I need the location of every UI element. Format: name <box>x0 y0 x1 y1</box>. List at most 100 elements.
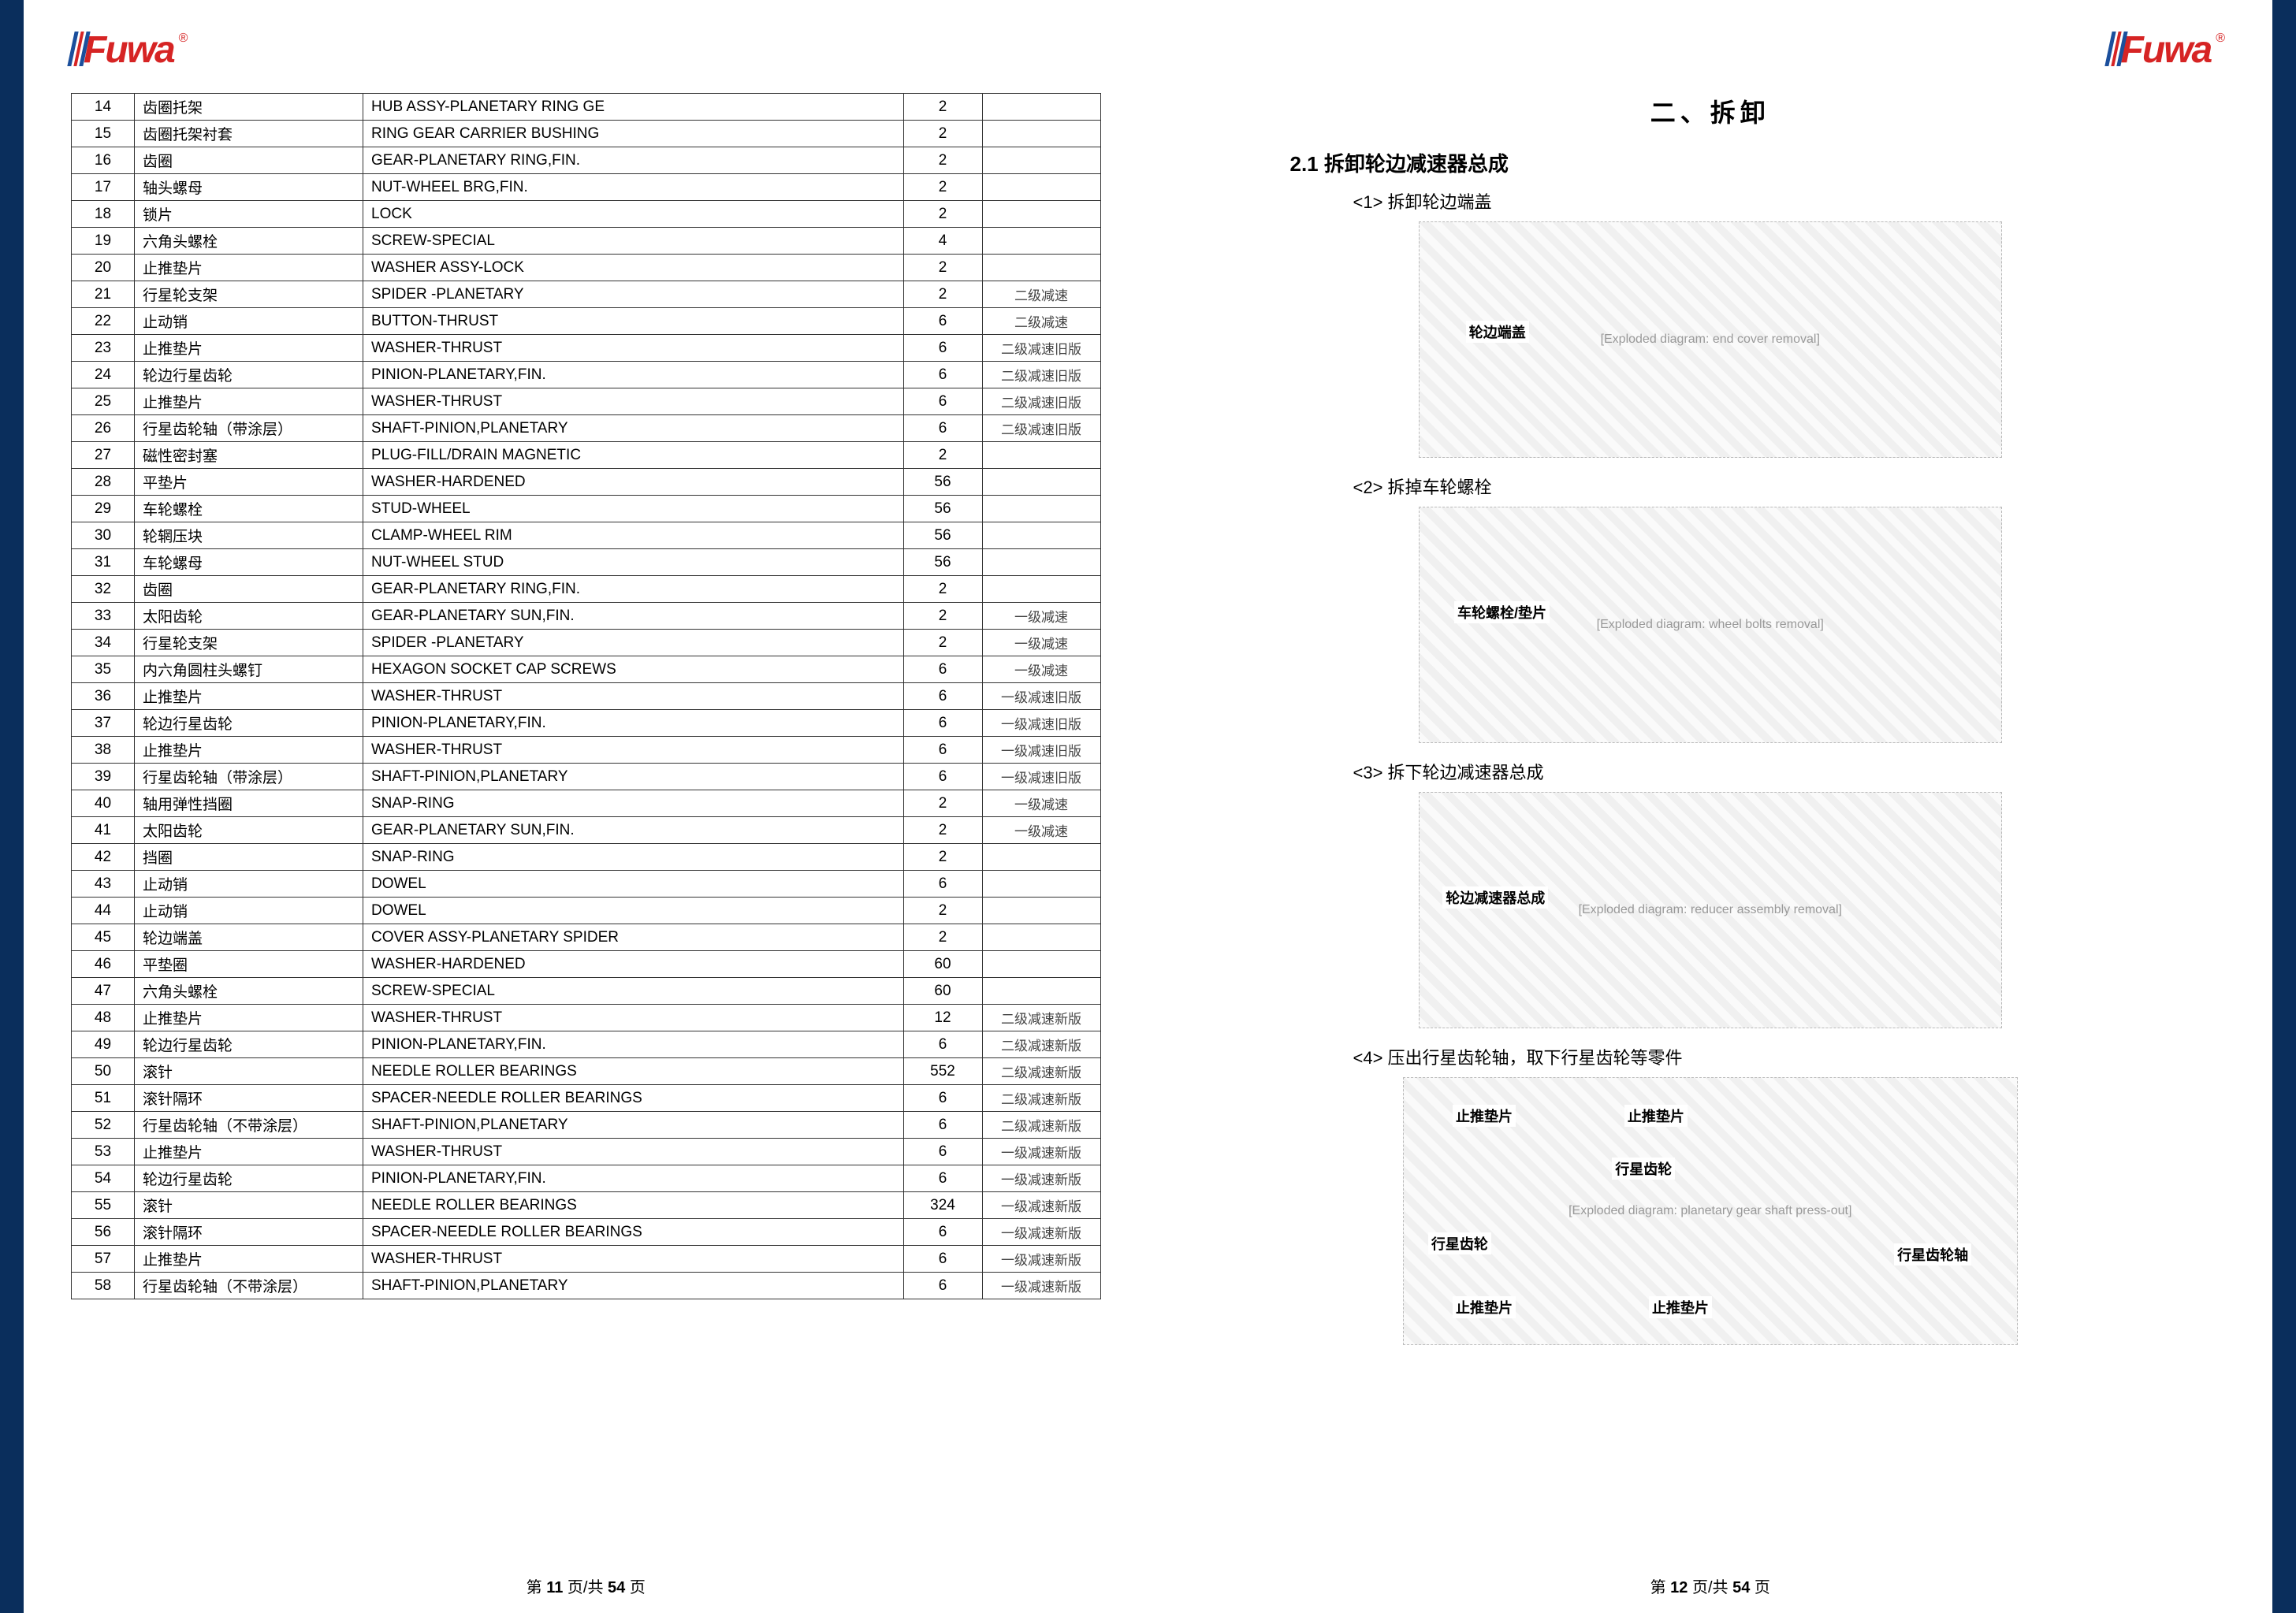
cell-qty: 6 <box>903 737 982 764</box>
cell-name-en: PINION-PLANETARY,FIN. <box>363 362 904 388</box>
cell-num: 21 <box>72 281 135 308</box>
cell-name-en: SHAFT-PINION,PLANETARY <box>363 764 904 790</box>
cell-note: 一级减速旧版 <box>982 710 1100 737</box>
cell-name-cn: 齿圈 <box>135 576 363 603</box>
cell-name-cn: 轮边行星齿轮 <box>135 362 363 388</box>
cell-num: 55 <box>72 1192 135 1219</box>
table-row: 50滚针NEEDLE ROLLER BEARINGS552二级减速新版 <box>72 1058 1101 1085</box>
cell-note <box>982 549 1100 576</box>
table-row: 33太阳齿轮GEAR-PLANETARY SUN,FIN.2一级减速 <box>72 603 1101 630</box>
diagram-block: [Exploded diagram: reducer assembly remo… <box>1196 792 2226 1028</box>
cell-num: 19 <box>72 228 135 255</box>
table-row: 48止推垫片WASHER-THRUST12二级减速新版 <box>72 1005 1101 1031</box>
cell-num: 28 <box>72 469 135 496</box>
cell-note: 二级减速新版 <box>982 1031 1100 1058</box>
cell-name-cn: 滚针隔环 <box>135 1085 363 1112</box>
cell-note <box>982 94 1100 121</box>
diagram-callout: 止推垫片 <box>1453 1296 1516 1318</box>
cell-num: 29 <box>72 496 135 522</box>
table-row: 43止动销DOWEL6 <box>72 871 1101 898</box>
cell-qty: 6 <box>903 1273 982 1299</box>
footer-suffix: 页 <box>1750 1579 1770 1596</box>
cell-num: 56 <box>72 1219 135 1246</box>
cell-num: 48 <box>72 1005 135 1031</box>
cell-num: 44 <box>72 898 135 924</box>
table-row: 26行星齿轮轴（带涂层）SHAFT-PINION,PLANETARY6二级减速旧… <box>72 415 1101 442</box>
table-row: 46平垫圈WASHER-HARDENED60 <box>72 951 1101 978</box>
cell-num: 58 <box>72 1273 135 1299</box>
table-row: 30轮辋压块CLAMP-WHEEL RIM56 <box>72 522 1101 549</box>
cell-num: 26 <box>72 415 135 442</box>
cell-qty: 2 <box>903 603 982 630</box>
cell-name-en: CLAMP-WHEEL RIM <box>363 522 904 549</box>
diagram-callout: 行星齿轮 <box>1428 1232 1491 1254</box>
cell-qty: 6 <box>903 656 982 683</box>
cell-qty: 2 <box>903 898 982 924</box>
cell-note: 一级减速新版 <box>982 1273 1100 1299</box>
right-edge-bar <box>2272 0 2296 1613</box>
cell-name-en: WASHER ASSY-LOCK <box>363 255 904 281</box>
cell-num: 42 <box>72 844 135 871</box>
cell-name-cn: 止动销 <box>135 871 363 898</box>
cell-note: 二级减速 <box>982 308 1100 335</box>
cell-num: 31 <box>72 549 135 576</box>
footer-suffix: 页 <box>625 1579 646 1596</box>
table-row: 23止推垫片WASHER-THRUST6二级减速旧版 <box>72 335 1101 362</box>
table-row: 36止推垫片WASHER-THRUST6一级减速旧版 <box>72 683 1101 710</box>
cell-note <box>982 469 1100 496</box>
cell-name-en: BUTTON-THRUST <box>363 308 904 335</box>
table-row: 44止动销DOWEL2 <box>72 898 1101 924</box>
cell-note: 一级减速新版 <box>982 1192 1100 1219</box>
diagram-callout: 行星齿轮轴 <box>1894 1243 1971 1265</box>
cell-qty: 6 <box>903 415 982 442</box>
cell-name-en: SHAFT-PINION,PLANETARY <box>363 1112 904 1139</box>
cell-name-cn: 六角头螺栓 <box>135 978 363 1005</box>
cell-name-en: WASHER-THRUST <box>363 1139 904 1165</box>
cell-note <box>982 147 1100 174</box>
logo-text: Fuwa <box>84 32 174 69</box>
cell-note: 一级减速新版 <box>982 1139 1100 1165</box>
cell-qty: 6 <box>903 871 982 898</box>
cell-name-en: GEAR-PLANETARY RING,FIN. <box>363 147 904 174</box>
footer-left: 第 11 页/共 54 页 <box>71 1551 1101 1597</box>
cell-name-cn: 平垫片 <box>135 469 363 496</box>
cell-num: 40 <box>72 790 135 817</box>
cell-name-en: WASHER-THRUST <box>363 388 904 415</box>
cell-name-en: SPIDER -PLANETARY <box>363 281 904 308</box>
cell-note: 一级减速 <box>982 630 1100 656</box>
cell-name-cn: 车轮螺栓 <box>135 496 363 522</box>
table-row: 18锁片LOCK2 <box>72 201 1101 228</box>
footer-total-pages: 54 <box>608 1579 625 1596</box>
table-row: 28平垫片WASHER-HARDENED56 <box>72 469 1101 496</box>
table-row: 39行星齿轮轴（带涂层）SHAFT-PINION,PLANETARY6一级减速旧… <box>72 764 1101 790</box>
cell-note: 一级减速 <box>982 656 1100 683</box>
cell-num: 49 <box>72 1031 135 1058</box>
cell-note <box>982 871 1100 898</box>
cell-note: 一级减速旧版 <box>982 683 1100 710</box>
diagram-callout: 止推垫片 <box>1624 1105 1688 1127</box>
parts-table: 14齿圈托架HUB ASSY-PLANETARY RING GE215齿圈托架衬… <box>71 93 1101 1299</box>
cell-name-en: SHAFT-PINION,PLANETARY <box>363 1273 904 1299</box>
cell-qty: 2 <box>903 121 982 147</box>
cell-name-en: SPACER-NEEDLE ROLLER BEARINGS <box>363 1219 904 1246</box>
cell-qty: 56 <box>903 496 982 522</box>
table-row: 42挡圈SNAP-RING2 <box>72 844 1101 871</box>
logo-left: Fuwa ® <box>71 32 1101 69</box>
step-label: <2> 拆掉车轮螺栓 <box>1353 474 2226 499</box>
cell-qty: 6 <box>903 1165 982 1192</box>
cell-note: 一级减速旧版 <box>982 764 1100 790</box>
cell-qty: 56 <box>903 469 982 496</box>
cell-qty: 6 <box>903 388 982 415</box>
cell-num: 33 <box>72 603 135 630</box>
section-title: 二、拆卸 <box>1196 93 2226 129</box>
cell-name-en: PINION-PLANETARY,FIN. <box>363 1165 904 1192</box>
table-row: 32齿圈GEAR-PLANETARY RING,FIN.2 <box>72 576 1101 603</box>
cell-name-cn: 止推垫片 <box>135 1139 363 1165</box>
cell-num: 41 <box>72 817 135 844</box>
cell-qty: 2 <box>903 630 982 656</box>
cell-note <box>982 844 1100 871</box>
diagram-placeholder: [Exploded diagram: reducer assembly remo… <box>1419 792 2002 1028</box>
table-row: 53止推垫片WASHER-THRUST6一级减速新版 <box>72 1139 1101 1165</box>
diagram-callout: 轮边减速器总成 <box>1442 886 1548 909</box>
cell-num: 25 <box>72 388 135 415</box>
